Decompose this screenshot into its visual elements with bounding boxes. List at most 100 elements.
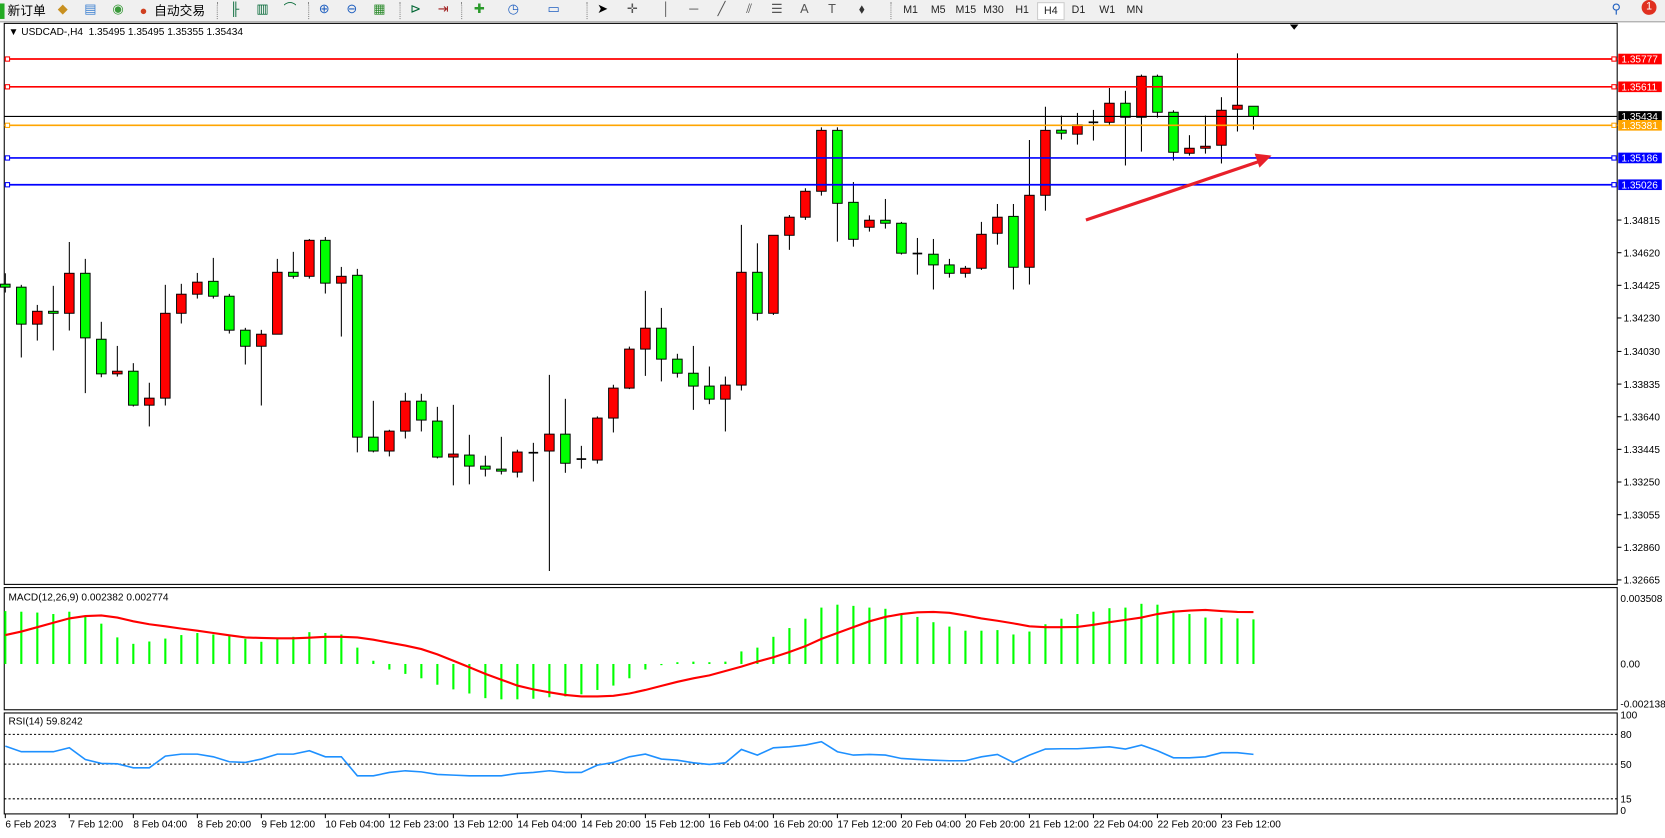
price-tick-label: 1.33250 bbox=[1624, 478, 1661, 489]
candle-body bbox=[272, 271, 283, 335]
text-icon[interactable]: A bbox=[800, 1, 809, 16]
crosshair-icon[interactable]: ✛ bbox=[626, 1, 638, 16]
macd-tick-label: -0.002138 bbox=[1620, 700, 1665, 711]
candle-body bbox=[864, 219, 875, 228]
candle-body bbox=[368, 436, 379, 452]
indicators-icon[interactable]: ✚ bbox=[473, 1, 485, 16]
candle-body bbox=[1136, 75, 1147, 118]
period-h4[interactable]: H4 bbox=[1037, 2, 1065, 21]
rsi-tick-label: 100 bbox=[1620, 710, 1637, 721]
candle-body bbox=[1248, 105, 1259, 117]
candle-body bbox=[464, 454, 475, 467]
candlestick-icon[interactable]: ▥ bbox=[256, 1, 269, 16]
time-tick-label: 17 Feb 12:00 bbox=[837, 820, 897, 831]
price-label-box bbox=[1618, 179, 1662, 191]
candle-body bbox=[176, 293, 187, 314]
period-w1[interactable]: W1 bbox=[1099, 4, 1116, 16]
candle-body bbox=[1216, 109, 1227, 146]
candle-body bbox=[640, 327, 651, 350]
candle-body bbox=[880, 219, 891, 224]
signals-icon[interactable]: ◉ bbox=[112, 1, 124, 16]
zoom-out-icon[interactable]: ⊖ bbox=[346, 1, 358, 16]
data-window-icon[interactable]: ▤ bbox=[84, 1, 97, 16]
fibonacci-icon[interactable]: ☰ bbox=[770, 1, 783, 16]
arrows-icon[interactable]: ⬧ bbox=[858, 1, 865, 16]
candle-body bbox=[832, 129, 843, 204]
period-h1[interactable]: H1 bbox=[1015, 4, 1029, 16]
notification-badge[interactable]: 1 bbox=[1641, 0, 1657, 15]
time-tick-label: 14 Feb 04:00 bbox=[517, 820, 577, 831]
auto-trading-label: 自动交易 bbox=[154, 3, 206, 19]
periods-clock-icon[interactable]: ◷ bbox=[507, 1, 519, 16]
new-order-button[interactable]: ▌ 新订单 bbox=[0, 1, 46, 20]
equidistant-channel-icon[interactable]: ⫽ bbox=[746, 1, 752, 16]
time-tick-label: 21 Feb 12:00 bbox=[1029, 820, 1089, 831]
chart-shift-marker bbox=[1289, 24, 1299, 30]
period-m30[interactable]: M30 bbox=[983, 4, 1004, 16]
candle-body bbox=[752, 271, 763, 314]
level-handle bbox=[1611, 182, 1617, 188]
bar-chart-icon[interactable]: ╟ bbox=[230, 1, 240, 16]
time-tick-label: 12 Feb 23:00 bbox=[389, 820, 449, 831]
vertical-line-icon[interactable]: │ bbox=[662, 1, 671, 16]
period-m5[interactable]: M5 bbox=[930, 4, 946, 16]
period-mn[interactable]: MN bbox=[1126, 4, 1144, 16]
price-label: 1.35777 bbox=[1621, 55, 1658, 66]
rsi-tick-label: 50 bbox=[1620, 760, 1632, 771]
price-tick-label: 1.33640 bbox=[1624, 412, 1661, 423]
horizontal-line-icon[interactable]: ─ bbox=[689, 1, 699, 16]
tile-windows-icon[interactable]: ▦ bbox=[373, 1, 386, 16]
new-order-label: 新订单 bbox=[7, 3, 46, 19]
candle-body bbox=[800, 190, 811, 218]
cursor-icon[interactable]: ➤ bbox=[597, 1, 608, 16]
candle-body bbox=[736, 271, 747, 386]
level-handle bbox=[4, 84, 11, 90]
trend-arrow-line bbox=[1085, 159, 1262, 222]
candle-body bbox=[960, 267, 971, 274]
separator bbox=[586, 2, 589, 20]
candle-body bbox=[656, 327, 667, 360]
candle-body bbox=[624, 348, 635, 389]
candle-body bbox=[784, 216, 795, 236]
candle-body bbox=[336, 275, 347, 284]
templates-icon[interactable]: ▭ bbox=[547, 1, 560, 16]
price-tick-label: 1.33055 bbox=[1624, 510, 1661, 521]
collapse-triangle-icon[interactable]: ▼ bbox=[8, 26, 19, 39]
line-chart-icon[interactable]: ⌒ bbox=[283, 1, 297, 16]
candle-body bbox=[160, 312, 171, 399]
candle-body bbox=[416, 400, 427, 421]
price-tick-label: 1.32665 bbox=[1624, 576, 1661, 587]
candle-body bbox=[192, 281, 203, 295]
candle-body bbox=[672, 358, 683, 374]
market-watch-icon[interactable]: ◆ bbox=[57, 1, 68, 16]
auto-trading-button[interactable]: ● 自动交易 bbox=[136, 1, 205, 20]
text-label-icon[interactable]: T bbox=[828, 1, 836, 16]
period-m15[interactable]: M15 bbox=[955, 4, 977, 16]
time-tick-label: 6 Feb 2023 bbox=[5, 820, 56, 831]
candle-body bbox=[928, 253, 939, 266]
candle-body bbox=[560, 433, 571, 464]
price-pane bbox=[3, 22, 1618, 585]
level-handle bbox=[4, 56, 11, 62]
candle-body bbox=[1184, 147, 1195, 154]
candle-body bbox=[32, 310, 43, 325]
price-tick-label: 1.34230 bbox=[1624, 314, 1661, 325]
chart-shift-icon[interactable]: ⇥ bbox=[437, 1, 449, 16]
macd-tick-label: 0.00 bbox=[1620, 660, 1640, 671]
rsi-pane bbox=[3, 712, 1618, 815]
trendline-icon[interactable]: ╱ bbox=[717, 1, 726, 16]
search-icon[interactable]: ⚲ bbox=[1611, 1, 1621, 16]
time-tick-label: 14 Feb 20:00 bbox=[581, 820, 641, 831]
time-tick-label: 8 Feb 04:00 bbox=[133, 820, 187, 831]
candle-body bbox=[544, 433, 555, 452]
zoom-in-icon[interactable]: ⊕ bbox=[318, 1, 330, 16]
price-label: 1.35611 bbox=[1621, 83, 1657, 94]
period-m1[interactable]: M1 bbox=[903, 4, 918, 16]
auto-trading-icon: ● bbox=[139, 3, 148, 19]
price-label: 1.35026 bbox=[1621, 180, 1658, 191]
period-d1[interactable]: D1 bbox=[1071, 4, 1086, 16]
time-tick-label: 7 Feb 12:00 bbox=[69, 820, 123, 831]
autoscroll-icon[interactable]: ⊳ bbox=[410, 1, 421, 16]
candle-body bbox=[720, 384, 731, 400]
